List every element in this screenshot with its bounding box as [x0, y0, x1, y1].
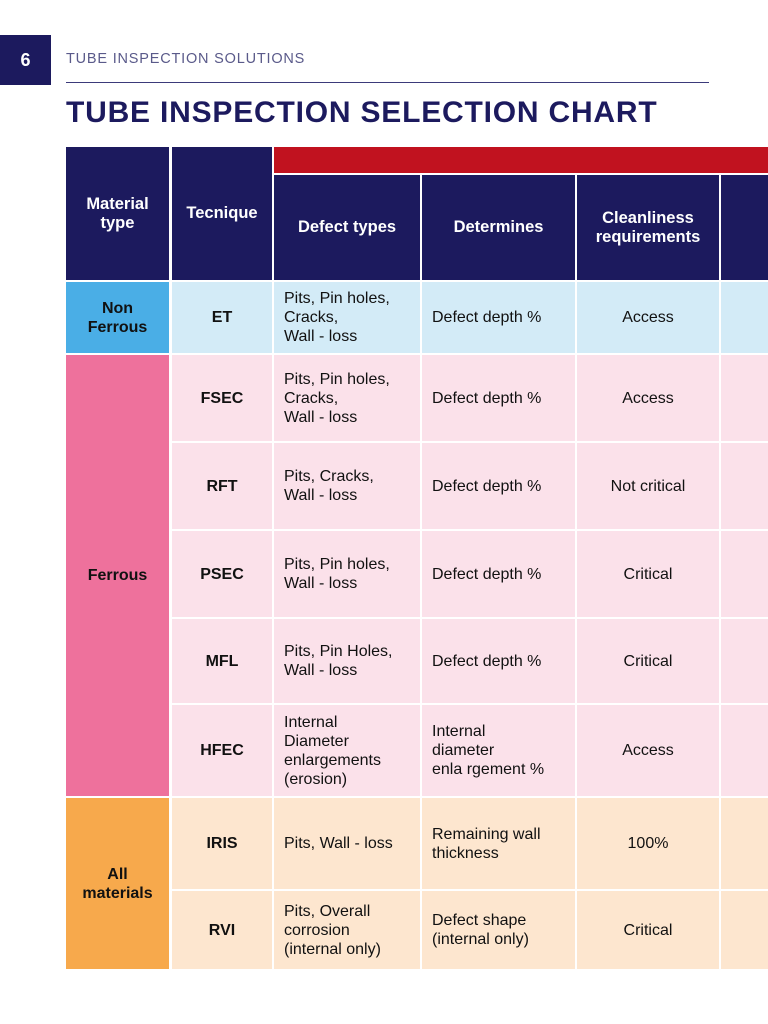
- cut-off-cell: [721, 282, 768, 353]
- cut-off-cell: [721, 531, 768, 617]
- cleanliness-cell: Critical: [577, 619, 719, 703]
- technique-cell: ET: [172, 282, 272, 353]
- technique-cell: RVI: [172, 891, 272, 969]
- determines-cell: Defect shape (internal only): [422, 891, 575, 969]
- cut-off-cell: [721, 798, 768, 889]
- cut-off-cell: [721, 619, 768, 703]
- defect-types-cell: Internal Diameter enlargements (erosion): [274, 705, 420, 796]
- defect-types-cell: Pits, Pin holes, Cracks, Wall - loss: [274, 355, 420, 441]
- header-material-type: Material type: [66, 147, 169, 280]
- cut-off-cell: [721, 891, 768, 969]
- cleanliness-cell: Access: [577, 705, 719, 796]
- header-defect-types: Defect types: [274, 175, 420, 280]
- defect-types-cell: Pits, Overall corrosion (internal only): [274, 891, 420, 969]
- header-technique: Tecnique: [172, 147, 272, 280]
- defect-types-cell: Pits, Pin holes, Cracks, Wall - loss: [274, 282, 420, 353]
- defect-types-cell: Pits, Pin Holes, Wall - loss: [274, 619, 420, 703]
- technique-cell: MFL: [172, 619, 272, 703]
- running-header: TUBE INSPECTION SOLUTIONS: [66, 51, 306, 67]
- cut-off-cell: [721, 355, 768, 441]
- header-cleanliness: Cleanliness requirements: [577, 175, 719, 280]
- cleanliness-cell: Access: [577, 282, 719, 353]
- cleanliness-cell: Not critical: [577, 443, 719, 529]
- cut-off-cell: [721, 443, 768, 529]
- page-title: TUBE INSPECTION SELECTION CHART: [66, 96, 658, 129]
- header-cut-off-column: [721, 175, 768, 280]
- technique-cell: FSEC: [172, 355, 272, 441]
- header-red-band: [274, 147, 768, 173]
- determines-cell: Defect depth %: [422, 531, 575, 617]
- determines-cell: Remaining wall thickness: [422, 798, 575, 889]
- page-number-badge: 6: [0, 35, 51, 85]
- technique-cell: HFEC: [172, 705, 272, 796]
- determines-cell: Defect depth %: [422, 282, 575, 353]
- group-non-ferrous: Non Ferrous: [66, 282, 169, 353]
- technique-cell: PSEC: [172, 531, 272, 617]
- cleanliness-cell: Access: [577, 355, 719, 441]
- group-all-materials: All materials: [66, 798, 169, 969]
- cut-off-cell: [721, 705, 768, 796]
- defect-types-cell: Pits, Wall - loss: [274, 798, 420, 889]
- determines-cell: Internal diameter enla rgement %: [422, 705, 575, 796]
- determines-cell: Defect depth %: [422, 443, 575, 529]
- header-determines: Determines: [422, 175, 575, 280]
- determines-cell: Defect depth %: [422, 355, 575, 441]
- technique-cell: RFT: [172, 443, 272, 529]
- cleanliness-cell: Critical: [577, 891, 719, 969]
- header-divider: [66, 82, 709, 83]
- defect-types-cell: Pits, Pin holes, Wall - loss: [274, 531, 420, 617]
- technique-cell: IRIS: [172, 798, 272, 889]
- defect-types-cell: Pits, Cracks, Wall - loss: [274, 443, 420, 529]
- cleanliness-cell: 100%: [577, 798, 719, 889]
- determines-cell: Defect depth %: [422, 619, 575, 703]
- group-ferrous: Ferrous: [66, 355, 169, 796]
- cleanliness-cell: Critical: [577, 531, 719, 617]
